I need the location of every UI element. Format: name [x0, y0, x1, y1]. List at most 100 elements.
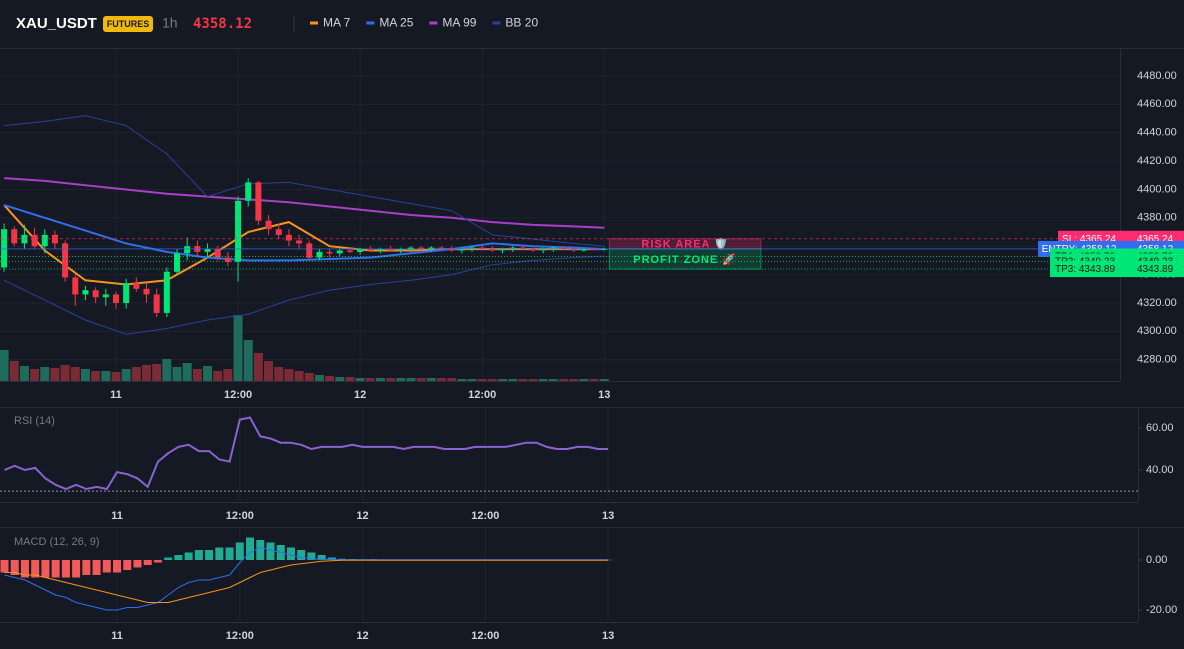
volume-bar — [508, 379, 518, 381]
volume-bar — [131, 367, 141, 381]
volume-bar — [60, 365, 70, 381]
candle-body — [82, 290, 89, 295]
candle-body — [265, 220, 272, 230]
candle-body — [367, 249, 374, 251]
candle-body — [387, 249, 394, 251]
histogram-bar — [307, 552, 316, 560]
volume-bar — [599, 379, 609, 381]
y-tick-label: 4320.00 — [1137, 297, 1177, 309]
histogram-bar — [82, 560, 91, 575]
volume-bar — [345, 377, 355, 381]
candle-body — [448, 249, 455, 251]
x-tick-label: 12:00 — [226, 630, 254, 642]
x-tick-label: 12 — [354, 389, 366, 401]
candle-body — [31, 234, 38, 247]
volume-bar — [223, 369, 233, 381]
bb-lower — [3, 255, 605, 335]
y-tick-label: 4380.00 — [1137, 212, 1177, 224]
volume-bar — [141, 365, 151, 381]
candle-body — [540, 249, 547, 251]
y-tick-label: 4480.00 — [1137, 70, 1177, 82]
volume-bar — [294, 371, 304, 381]
volume-bar — [386, 378, 396, 381]
volume-bar — [172, 367, 182, 381]
histogram-bar — [51, 560, 60, 578]
histogram-bar — [235, 542, 244, 560]
level-label: TP3: 4343.89 — [1055, 264, 1115, 275]
x-tick-label: 12 — [356, 630, 368, 642]
candle-body — [377, 249, 384, 251]
volume-bar — [304, 373, 314, 381]
zone-label: RISK AREA 🛡️ — [641, 238, 728, 251]
candle-body — [580, 249, 587, 251]
candle-body — [41, 234, 48, 247]
histogram-bar — [61, 560, 70, 578]
volume-bar — [355, 378, 365, 381]
candle-body — [296, 240, 303, 244]
volume-bar — [203, 366, 213, 381]
x-tick-label: 12:00 — [224, 389, 252, 401]
volume-bar — [40, 367, 50, 381]
histogram-bar — [317, 555, 326, 560]
volume-bar — [50, 368, 60, 381]
ma-line — [4, 177, 605, 229]
histogram-bar — [266, 542, 275, 560]
histogram-bar — [133, 560, 142, 568]
volume-bar — [152, 364, 162, 381]
y-tick-label: 0.00 — [1146, 554, 1167, 566]
candle-body — [153, 294, 160, 313]
level-tag — [1050, 261, 1120, 278]
badge: FUTURES — [107, 19, 150, 29]
candle-body — [214, 249, 221, 258]
volume-bar — [365, 378, 375, 381]
candle-body — [62, 243, 69, 278]
candle-body — [458, 249, 465, 251]
volume-bar — [477, 379, 487, 381]
badge-bg — [103, 16, 153, 32]
volume-bar — [314, 375, 324, 381]
volume-bar — [457, 379, 467, 381]
candle-body — [509, 247, 516, 250]
volume-bar — [264, 361, 274, 381]
volume-bar — [467, 379, 477, 381]
y-tick-label: 4440.00 — [1137, 127, 1177, 139]
volume-bar — [406, 378, 416, 381]
histogram-bar — [246, 537, 255, 560]
volume-bar — [548, 379, 558, 381]
candle-body — [285, 234, 292, 241]
volume-bar — [91, 371, 101, 381]
volume-bar — [518, 379, 528, 381]
candle-body — [306, 243, 313, 258]
x-tick-label: 12 — [356, 510, 368, 522]
histogram-bar — [215, 547, 224, 560]
volume-bar — [579, 379, 589, 381]
volume-bar — [213, 371, 223, 381]
volume-bar — [274, 367, 284, 381]
volume-bar — [487, 379, 497, 381]
candle-body — [255, 182, 262, 221]
volume-bar — [436, 378, 446, 381]
level-price: 4343.89 — [1137, 264, 1174, 275]
candle-body — [519, 247, 526, 250]
histogram-bar — [92, 560, 101, 575]
legend-label: MA 99 — [442, 16, 476, 30]
volume-bar — [447, 378, 457, 381]
volume-bar — [498, 379, 508, 381]
candle-body — [336, 250, 343, 254]
candle-body — [346, 250, 353, 252]
x-tick-label: 11 — [111, 510, 123, 522]
histogram-bar — [143, 560, 152, 565]
candle-body — [72, 277, 79, 295]
candle-body — [326, 251, 333, 254]
histogram-bar — [205, 550, 214, 560]
candle-body — [591, 249, 598, 251]
volume-bar — [335, 377, 345, 381]
volume-bar — [111, 372, 121, 381]
volume-bar — [19, 366, 29, 381]
candle-body — [469, 247, 476, 250]
panel-title: RSI (14) — [14, 415, 55, 427]
volume-bar — [70, 367, 80, 381]
legend-label: BB 20 — [505, 16, 538, 30]
y-tick-label: 40.00 — [1146, 464, 1174, 476]
